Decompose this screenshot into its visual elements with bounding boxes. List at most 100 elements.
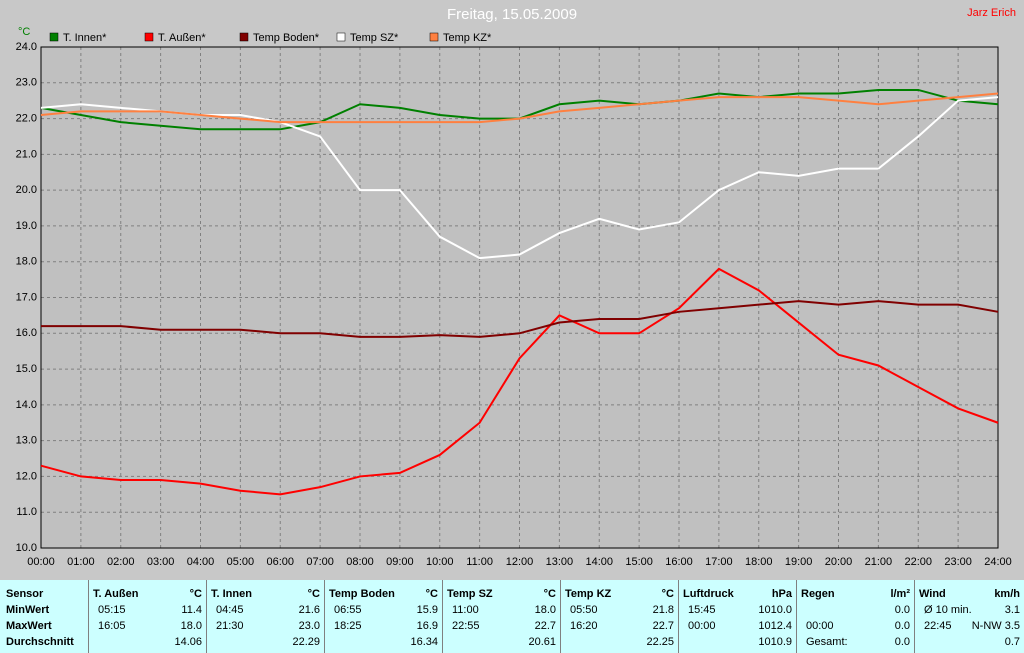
cell-value: 18.0 xyxy=(180,620,202,632)
x-tick-label: 03:00 xyxy=(147,556,175,568)
cell-value: 11.4 xyxy=(181,604,202,616)
x-tick-label: 16:00 xyxy=(665,556,693,568)
cell-value: 18.0 xyxy=(534,604,556,616)
section-name: Temp SZ xyxy=(447,588,493,600)
x-tick-label: 07:00 xyxy=(306,556,334,568)
cell-time: 22:45 xyxy=(924,620,952,632)
cell-time: 00:00 xyxy=(688,620,716,632)
cell-time: 05:50 xyxy=(570,604,598,616)
cell-value: 3.1 xyxy=(1004,604,1020,616)
x-tick-label: 12:00 xyxy=(506,556,534,568)
x-tick-label: 20:00 xyxy=(825,556,853,568)
legend-label: T. Innen* xyxy=(63,32,107,44)
y-tick-label: 16.0 xyxy=(16,327,37,339)
column-divider xyxy=(914,580,915,653)
x-tick-label: 06:00 xyxy=(266,556,294,568)
section-name: Temp KZ xyxy=(565,588,612,600)
cell-value: 1010.9 xyxy=(758,636,792,648)
cell-time: 04:45 xyxy=(216,604,244,616)
x-tick-label: 23:00 xyxy=(944,556,972,568)
cell-time: Ø 10 min. xyxy=(924,604,972,616)
y-tick-label: 14.0 xyxy=(16,399,37,411)
cell-value: 0.0 xyxy=(894,620,910,632)
row-label: MaxWert xyxy=(6,620,52,632)
plot-area xyxy=(41,47,998,548)
cell-time: 16:20 xyxy=(570,620,598,632)
legend-label: Temp Boden* xyxy=(253,32,320,44)
section-name: Regen xyxy=(801,588,835,600)
y-tick-label: 23.0 xyxy=(16,77,37,89)
section-unit: °C xyxy=(307,588,320,600)
legend-label: T. Außen* xyxy=(158,32,206,44)
section-name: T. Innen xyxy=(211,588,252,600)
plot-border xyxy=(40,46,999,549)
y-tick-label: 21.0 xyxy=(16,148,37,160)
column-divider xyxy=(560,580,561,653)
x-tick-label: 14:00 xyxy=(585,556,613,568)
column-divider xyxy=(442,580,443,653)
y-tick-label: 13.0 xyxy=(16,435,37,447)
line-series xyxy=(41,300,999,338)
section-unit: °C xyxy=(661,588,674,600)
y-tick-label: 10.0 xyxy=(16,542,37,554)
line-series xyxy=(40,267,999,496)
stats-table: Sensor MinWert MaxWert Durchschnitt T. Außen… xyxy=(0,580,1024,653)
section-name: Wind xyxy=(919,588,946,600)
cell-time: 21:30 xyxy=(216,620,244,632)
y-tick-label: 20.0 xyxy=(16,184,37,196)
cell-time: 18:25 xyxy=(334,620,362,632)
cell-value: 20.61 xyxy=(528,636,556,648)
legend-swatch xyxy=(336,32,346,42)
cell-time: 00:00 xyxy=(806,620,834,632)
cell-value: 1012.4 xyxy=(758,620,792,632)
row-label: Durchschnitt xyxy=(6,636,74,648)
x-tick-label: 21:00 xyxy=(865,556,893,568)
column-divider xyxy=(796,580,797,653)
legend-swatch xyxy=(239,32,249,42)
cell-value: N-NW 3.5 xyxy=(971,620,1020,632)
cell-time: Gesamt: xyxy=(806,636,848,648)
section-name: T. Außen xyxy=(93,588,139,600)
y-tick-label: 15.0 xyxy=(16,363,37,375)
cell-time: 16:05 xyxy=(98,620,126,632)
legend-label: Temp SZ* xyxy=(350,32,399,44)
cell-value: 0.0 xyxy=(894,604,910,616)
cell-value: 14.06 xyxy=(174,636,202,648)
legend-swatch xyxy=(49,32,59,42)
column-divider xyxy=(324,580,325,653)
x-tick-label: 08:00 xyxy=(346,556,374,568)
chart: Freitag, 15.05.2009 Jarz Erich °C 10.0 11… xyxy=(16,6,1016,568)
section-unit: l/m² xyxy=(890,588,910,600)
chart-title: Freitag, 15.05.2009 xyxy=(447,6,577,23)
column-divider xyxy=(88,580,89,653)
cell-value: 23.0 xyxy=(298,620,320,632)
y-tick-label: 19.0 xyxy=(16,220,37,232)
table-header: Sensor xyxy=(6,588,44,600)
cell-time: 11:00 xyxy=(452,604,479,616)
y-tick-label: 18.0 xyxy=(16,256,37,268)
column-divider xyxy=(678,580,679,653)
y-tick-label: 17.0 xyxy=(16,291,37,303)
cell-value: 1010.0 xyxy=(758,604,792,616)
legend-swatch xyxy=(144,32,154,42)
section-unit: °C xyxy=(425,588,438,600)
cell-value: 16.9 xyxy=(416,620,438,632)
y-tick-label: 22.0 xyxy=(16,112,37,124)
cell-time: 15:45 xyxy=(688,604,716,616)
y-tick-label: 12.0 xyxy=(16,470,37,482)
legend-label: Temp KZ* xyxy=(443,32,492,44)
x-tick-label: 19:00 xyxy=(785,556,813,568)
cell-value: 21.8 xyxy=(652,604,674,616)
x-tick-label: 00:00 xyxy=(27,556,55,568)
x-tick-label: 15:00 xyxy=(625,556,653,568)
cell-value: 16.34 xyxy=(410,636,438,648)
column-divider xyxy=(206,580,207,653)
section-unit: hPa xyxy=(771,588,792,600)
x-tick-label: 13:00 xyxy=(546,556,574,568)
cell-value: 22.29 xyxy=(292,636,320,648)
x-tick-label: 17:00 xyxy=(705,556,733,568)
x-tick-label: 22:00 xyxy=(904,556,932,568)
x-tick-label: 11:00 xyxy=(466,556,493,568)
x-tick-label: 05:00 xyxy=(227,556,255,568)
